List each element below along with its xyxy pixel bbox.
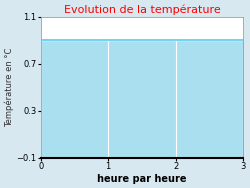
Y-axis label: Température en °C: Température en °C (4, 48, 14, 127)
Title: Evolution de la température: Evolution de la température (64, 4, 220, 15)
X-axis label: heure par heure: heure par heure (97, 174, 187, 184)
